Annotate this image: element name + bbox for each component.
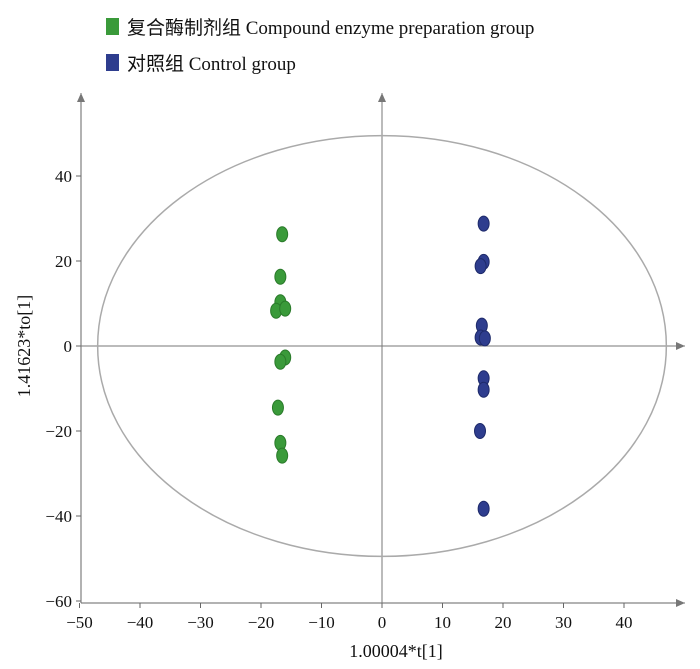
y-tick-label: 20 xyxy=(55,252,72,271)
legend-label-compound-enzyme: 复合酶制剂组 Compound enzyme preparation group xyxy=(127,17,535,39)
legend-swatch-control xyxy=(106,53,119,71)
y-tick-label: −60 xyxy=(45,592,72,611)
x-tick-label: −50 xyxy=(66,613,93,632)
x-tick-label: −10 xyxy=(308,613,335,632)
zero-line-horizontal-arrow xyxy=(676,342,685,350)
control-point xyxy=(477,500,490,517)
y-axis-arrow xyxy=(77,93,85,102)
legend-label-control: 对照组 Control group xyxy=(127,53,296,75)
y-axis-title: 1.41623*to[1] xyxy=(14,295,34,398)
control-point xyxy=(474,423,487,439)
legend-item-compound-enzyme: 复合酶制剂组 Compound enzyme preparation group xyxy=(106,8,534,44)
control-point xyxy=(474,258,487,275)
x-tick-label: −40 xyxy=(127,613,154,632)
compound-enzyme-point xyxy=(276,226,289,243)
confidence-ellipse xyxy=(96,134,668,558)
legend-swatch-compound-enzyme xyxy=(106,17,119,35)
data-points xyxy=(270,215,491,517)
legend-item-control: 对照组 Control group xyxy=(106,44,534,80)
compound-enzyme-point xyxy=(276,447,289,464)
y-tick-label: −20 xyxy=(45,422,72,441)
x-tick-label: 30 xyxy=(555,613,572,632)
y-tick-label: 40 xyxy=(55,167,72,186)
control-point xyxy=(477,381,490,398)
compound-enzyme-point xyxy=(271,399,284,416)
axes xyxy=(77,93,685,607)
compound-enzyme-point xyxy=(274,353,287,370)
x-tick-label: 0 xyxy=(378,613,387,632)
legend: 复合酶制剂组 Compound enzyme preparation group… xyxy=(106,8,534,80)
y-tick-label: 0 xyxy=(64,337,73,356)
x-tick-label: −30 xyxy=(187,613,214,632)
tick-marks: −50 −40 −30 −20 −10 0 10 20 30 40 −60 −40 −20 0 20 40 xyxy=(45,167,632,632)
x-tick-label: −20 xyxy=(248,613,275,632)
x-tick-label: 20 xyxy=(495,613,512,632)
x-axis-title: 1.00004*t[1] xyxy=(349,641,443,661)
compound-enzyme-point xyxy=(274,268,287,285)
y-tick-label: −40 xyxy=(45,507,72,526)
x-tick-label: 40 xyxy=(616,613,633,632)
compound-enzyme-point xyxy=(279,300,292,317)
x-axis-arrow xyxy=(676,599,685,607)
confidence-ellipse-layer xyxy=(96,134,668,558)
x-tick-label: 10 xyxy=(434,613,451,632)
zero-line-vertical-arrow xyxy=(378,93,386,102)
control-point xyxy=(477,215,490,232)
control-point xyxy=(478,330,491,347)
